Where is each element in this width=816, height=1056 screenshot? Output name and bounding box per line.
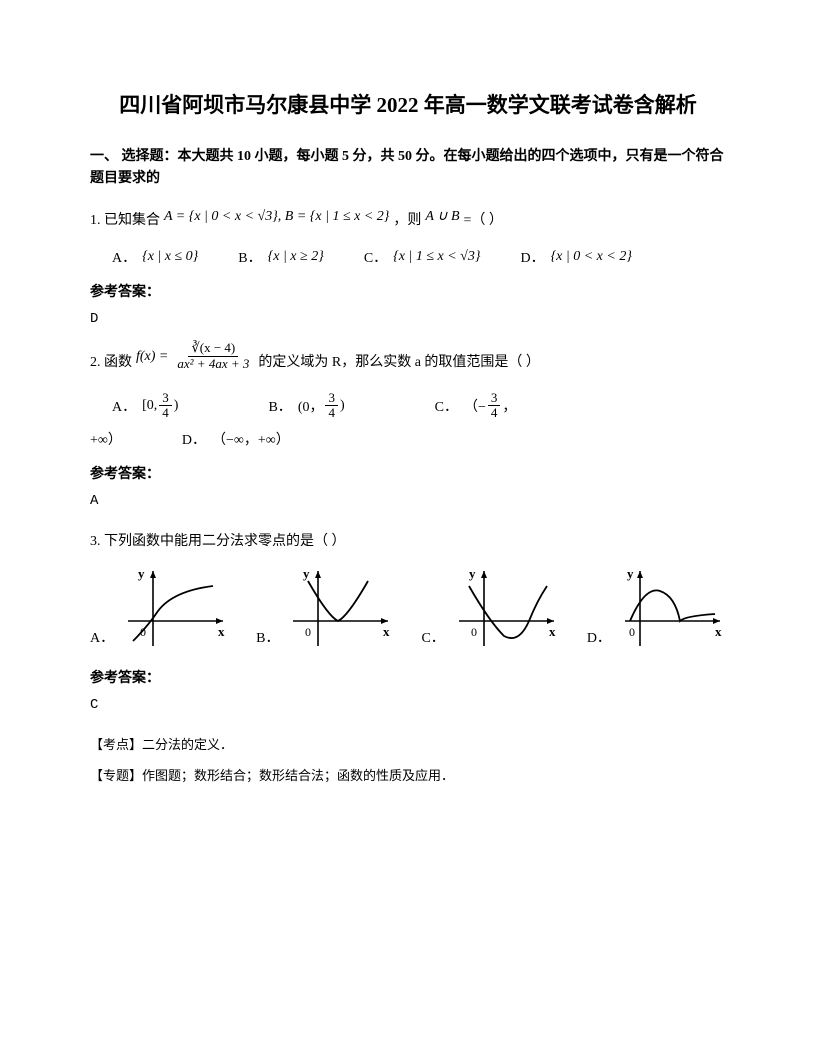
opt-post: ) — [174, 398, 179, 414]
q1-answer: D — [90, 311, 726, 327]
q3-explain-1: 【考点】二分法的定义． — [90, 733, 726, 758]
graph-a-svg: x y 0 — [118, 566, 228, 651]
option-label: A． — [112, 396, 136, 416]
q1-union: A ∪ B — [425, 204, 459, 229]
opt-frac: 3 4 — [325, 391, 338, 421]
option-text: {x | x ≥ 2} — [268, 249, 324, 265]
q2-func: f(x) = — [136, 344, 168, 369]
option-label: D． — [520, 247, 544, 267]
q1-option-a: A． {x | x ≤ 0} — [112, 247, 198, 267]
option-label: B． — [268, 396, 291, 416]
q1-options: A． {x | x ≤ 0} B． {x | x ≥ 2} C． {x | 1 … — [112, 247, 726, 267]
q2-fraction: ∛(x − 4) ax² + 4ax + 3 — [174, 341, 252, 371]
option-text: （− 3 4 ， — [464, 391, 516, 421]
q3-graph-c: C． x y 0 — [421, 566, 558, 651]
svg-text:0: 0 — [629, 625, 635, 639]
opt-frac: 3 4 — [488, 391, 501, 421]
graph-b-svg: x y 0 — [283, 566, 393, 651]
frac-den: 4 — [325, 406, 338, 420]
svg-text:y: y — [627, 566, 634, 581]
opt-pre: (0， — [298, 396, 324, 416]
q2-option-c: C． （− 3 4 ， — [435, 391, 517, 421]
section-heading: 一、 选择题：本大题共 10 小题，每小题 5 分，共 50 分。在每小题给出的… — [90, 146, 726, 191]
q2-option-d: D． （−∞，+∞） — [182, 429, 290, 449]
option-text: {x | 1 ≤ x < √3} — [393, 249, 480, 265]
graph-label: C． — [421, 627, 444, 651]
q2-prefix: 2. 函数 — [90, 350, 132, 375]
opt-tail: +∞） — [90, 429, 122, 449]
option-label: D． — [182, 429, 206, 449]
opt-pre: [0, — [142, 398, 157, 414]
q2-answer-label: 参考答案： — [90, 463, 726, 483]
q1-suffix: =（ ） — [464, 208, 503, 233]
option-text: {x | 0 < x < 2} — [551, 249, 632, 265]
svg-text:y: y — [138, 566, 145, 581]
q2-denominator: ax² + 4ax + 3 — [174, 357, 252, 371]
q2-numerator: ∛(x − 4) — [188, 341, 238, 356]
graph-label: B． — [256, 627, 279, 651]
q2-tail: +∞） — [90, 429, 122, 449]
option-label: B． — [238, 247, 261, 267]
q3-answer-label: 参考答案： — [90, 667, 726, 687]
q2-option-a: A． [0, 3 4 ) — [112, 391, 178, 421]
svg-text:y: y — [469, 566, 476, 581]
graph-label: A． — [90, 627, 114, 651]
page-title: 四川省阿坝市马尔康县中学 2022 年高一数学文联考试卷含解析 — [90, 90, 726, 122]
opt-post: ) — [340, 398, 345, 414]
q2-options-line1: A． [0, 3 4 ) B． (0， 3 4 ) C． （− 3 4 — [112, 391, 726, 421]
svg-text:0: 0 — [471, 625, 477, 639]
q1-answer-label: 参考答案： — [90, 281, 726, 301]
option-text: {x | x ≤ 0} — [142, 249, 198, 265]
opt-post: ， — [502, 396, 516, 416]
opt-frac: 3 4 — [159, 391, 172, 421]
graph-d-svg: x y 0 — [615, 566, 725, 651]
svg-text:x: x — [549, 624, 556, 639]
option-text: (0， 3 4 ) — [298, 391, 345, 421]
q1-mid: ，则 — [393, 208, 421, 233]
q3-graph-a: A． x y 0 — [90, 566, 228, 651]
q3-graphs: A． x y 0 B． x y 0 C． — [90, 566, 726, 651]
graph-label: D． — [587, 627, 611, 651]
svg-text:x: x — [715, 624, 722, 639]
frac-num: 3 — [488, 391, 501, 406]
question-2: 2. 函数 f(x) = ∛(x − 4) ax² + 4ax + 3 的定义域… — [90, 347, 726, 377]
q1-option-d: D． {x | 0 < x < 2} — [520, 247, 632, 267]
q1-option-c: C． {x | 1 ≤ x < √3} — [364, 247, 481, 267]
option-text: （−∞，+∞） — [212, 429, 290, 449]
graph-c-svg: x y 0 — [449, 566, 559, 651]
frac-num: 3 — [159, 391, 172, 406]
svg-text:0: 0 — [305, 625, 311, 639]
q2-answer: A — [90, 493, 726, 509]
q3-graph-b: B． x y 0 — [256, 566, 393, 651]
frac-den: 4 — [488, 406, 501, 420]
q2-mid: 的定义域为 R，那么实数 a 的取值范围是（ ） — [258, 350, 540, 375]
option-text: [0, 3 4 ) — [142, 391, 178, 421]
svg-text:x: x — [218, 624, 225, 639]
q1-set-expr: A = {x | 0 < x < √3}, B = {x | 1 ≤ x < 2… — [164, 204, 389, 229]
q3-explain-2: 【专题】作图题；数形结合；数形结合法；函数的性质及应用． — [90, 764, 726, 789]
q3-graph-d: D． x y 0 — [587, 566, 725, 651]
opt-pre: （− — [464, 396, 486, 416]
svg-text:x: x — [383, 624, 390, 639]
svg-text:y: y — [303, 566, 310, 581]
option-label: C． — [364, 247, 387, 267]
option-label: A． — [112, 247, 136, 267]
q3-text: 3. 下列函数中能用二分法求零点的是（ ） — [90, 534, 346, 549]
q1-option-b: B． {x | x ≥ 2} — [238, 247, 324, 267]
frac-num: 3 — [325, 391, 338, 406]
option-label: C． — [435, 396, 458, 416]
q3-answer: C — [90, 697, 726, 713]
q2-option-b: B． (0， 3 4 ) — [268, 391, 344, 421]
q2-options-line2: +∞） D． （−∞，+∞） — [90, 429, 726, 449]
frac-den: 4 — [159, 406, 172, 420]
question-1: 1. 已知集合 A = {x | 0 < x < √3}, B = {x | 1… — [90, 208, 726, 233]
q1-prefix: 1. 已知集合 — [90, 208, 160, 233]
question-3: 3. 下列函数中能用二分法求零点的是（ ） — [90, 529, 726, 554]
